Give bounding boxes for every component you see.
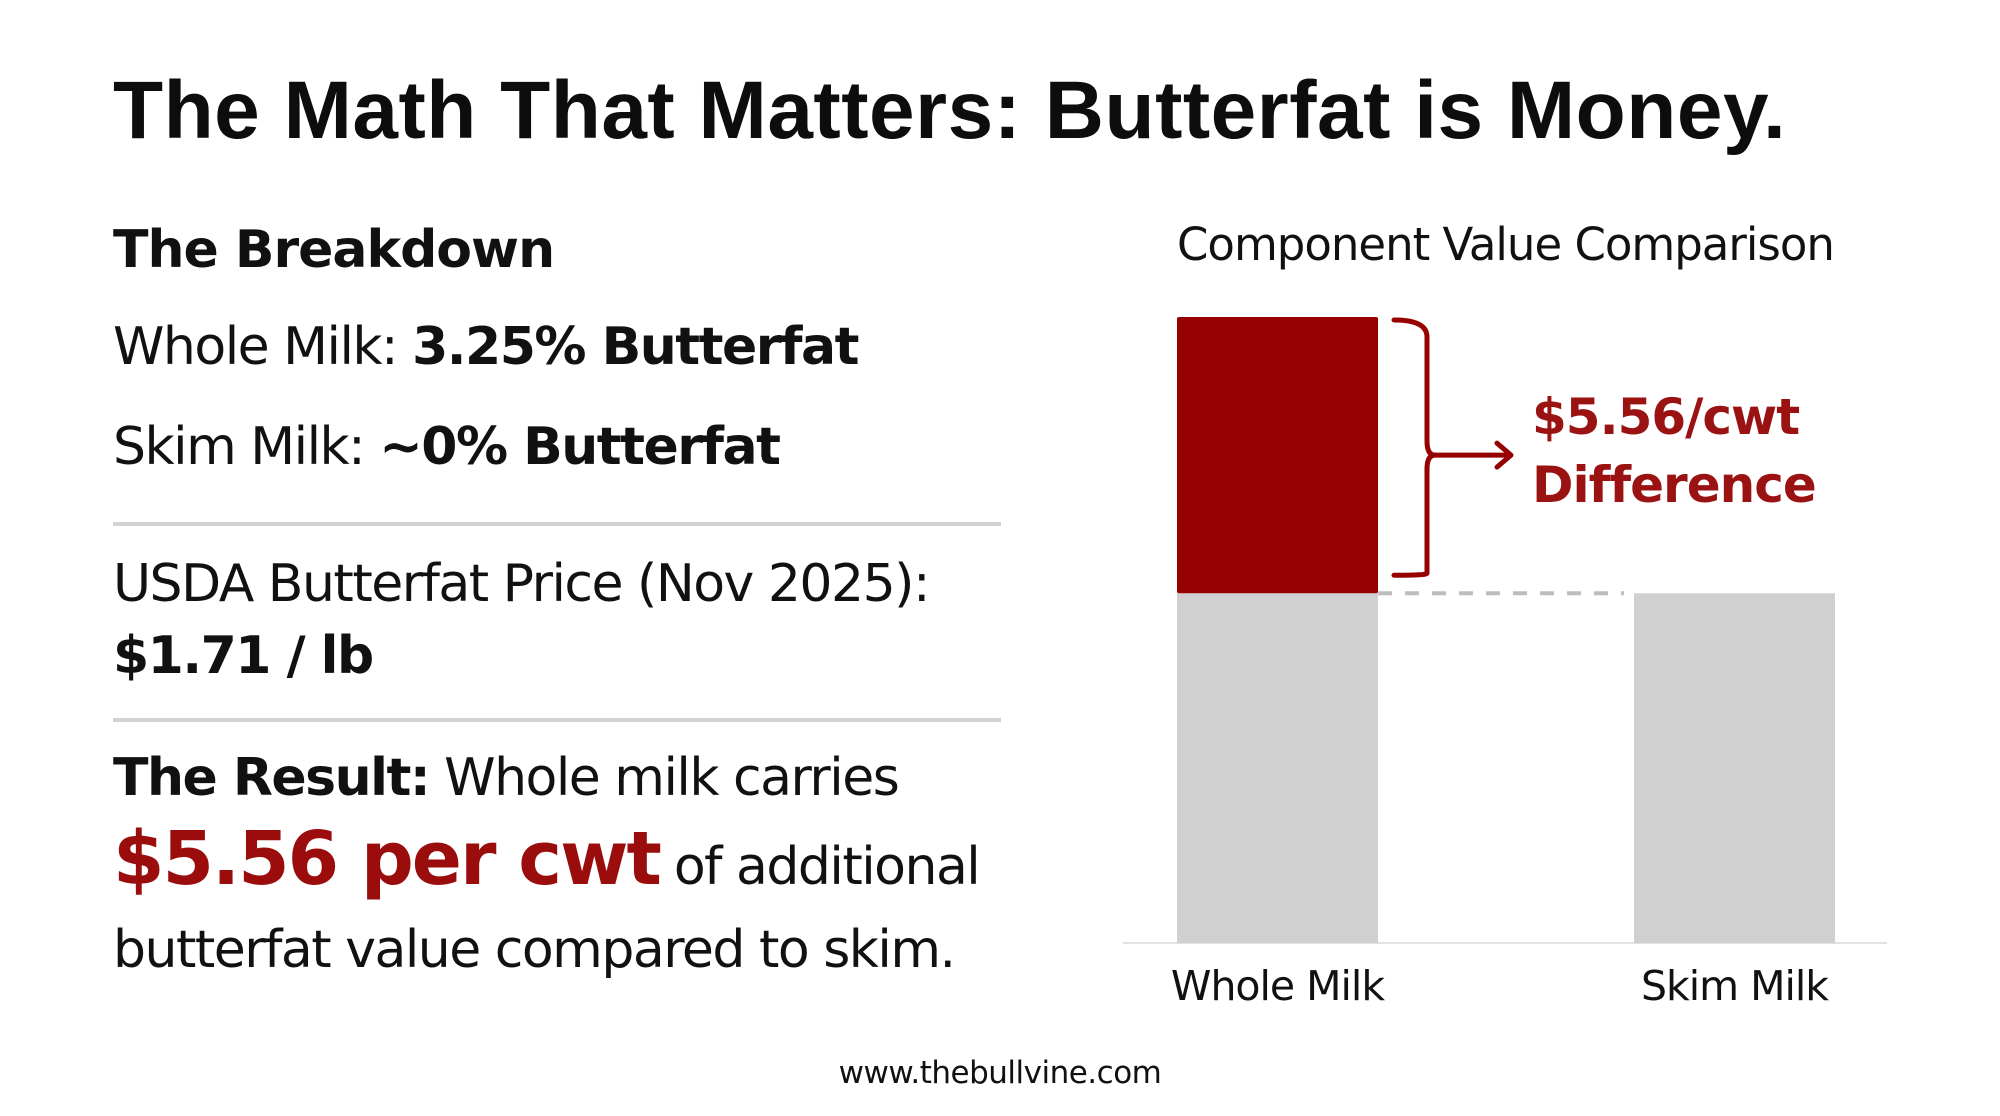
bar-whole-milk-butterfat-premium bbox=[1177, 317, 1378, 594]
skim-milk-label: Skim Milk: bbox=[113, 417, 380, 477]
butterfat-price-label: USDA Butterfat Price (Nov 2025): bbox=[113, 554, 931, 614]
bar-whole-milk-base-value bbox=[1177, 593, 1378, 943]
chart-title: Component Value Comparison bbox=[1177, 218, 1835, 271]
difference-amount-label: $5.56/cwt bbox=[1532, 388, 1799, 446]
skim-milk-value: ~0% Butterfat bbox=[379, 417, 781, 477]
result-highlight-value: $5.56 per cwt bbox=[113, 816, 662, 902]
whole-milk-label: Whole Milk: bbox=[113, 317, 413, 377]
x-tick-label-skim-milk: Skim Milk bbox=[1641, 962, 1829, 1010]
result-line1-text: Whole milk carries bbox=[429, 748, 900, 808]
brace-icon bbox=[1391, 317, 1438, 578]
result-line2-text: of additional bbox=[673, 837, 981, 897]
result-line-1: The Result: Whole milk carries bbox=[113, 752, 900, 804]
bar-skim-milk-base-value bbox=[1634, 593, 1835, 943]
divider bbox=[113, 522, 1001, 526]
page-title: The Math That Matters: Butterfat is Mone… bbox=[113, 65, 1787, 156]
result-line-2: $5.56 per cwt of additional bbox=[113, 822, 981, 897]
skim-milk-fact: Skim Milk: ~0% Butterfat bbox=[113, 421, 781, 473]
footer-url: www.thebullvine.com bbox=[838, 1055, 1162, 1091]
whole-milk-value: 3.25% Butterfat bbox=[412, 317, 859, 377]
difference-text-label: Difference bbox=[1532, 456, 1816, 514]
breakdown-heading: The Breakdown bbox=[113, 220, 555, 280]
result-lead: The Result: bbox=[113, 748, 431, 808]
divider bbox=[113, 718, 1001, 722]
result-line-3: butterfat value compared to skim. bbox=[113, 920, 956, 980]
arrow-right-icon bbox=[1432, 440, 1514, 470]
bars-group bbox=[1177, 317, 1835, 943]
butterfat-price-value: $1.71 / lb bbox=[113, 626, 374, 686]
whole-milk-fact: Whole Milk: 3.25% Butterfat bbox=[113, 321, 859, 373]
x-tick-label-whole-milk: Whole Milk bbox=[1171, 962, 1385, 1010]
